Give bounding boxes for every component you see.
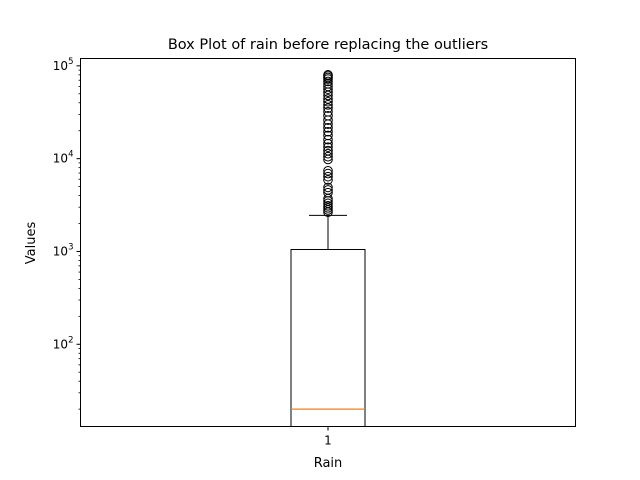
y-tick-label: 104 [53, 150, 74, 166]
y-tick-label: 105 [53, 57, 74, 73]
outlier-point [323, 84, 333, 95]
outlier-point [323, 123, 333, 133]
outlier-point [323, 175, 333, 185]
outlier-point [323, 142, 333, 152]
outlier-point [323, 103, 333, 113]
outlier-point [323, 130, 333, 141]
outlier-point [323, 100, 333, 110]
y-tick-label: 103 [53, 242, 74, 258]
outlier-point [323, 126, 333, 137]
chart-title: Box Plot of rain before replacing the ou… [168, 37, 488, 53]
box-series [290, 214, 366, 427]
outlier-point [323, 76, 333, 87]
outlier-point [323, 171, 333, 182]
outlier-point [323, 198, 333, 209]
x-axis: 1 [324, 426, 332, 448]
outlier-point [323, 201, 333, 211]
outlier-point [323, 165, 333, 176]
outlier-point [323, 168, 333, 179]
outlier-point [323, 145, 333, 156]
outlier-point [323, 106, 333, 117]
outlier-point [323, 187, 333, 198]
box-iqr [290, 248, 366, 427]
y-tick-label: 102 [53, 335, 74, 351]
x-axis-label: Rain [314, 456, 343, 471]
outlier-point [323, 70, 333, 80]
outlier-point [323, 110, 333, 121]
outlier-point [323, 134, 333, 145]
outlier-point [323, 96, 333, 107]
outlier-point [323, 148, 333, 159]
outlier-point [323, 151, 333, 162]
x-tick-label: 1 [324, 434, 332, 448]
outlier-point [323, 185, 333, 195]
outlier-points [323, 70, 333, 217]
outlier-point [323, 182, 333, 193]
outlier-point [323, 94, 333, 104]
y-axis-label: Values [24, 222, 39, 265]
y-axis: 102 103 104 105 [53, 57, 81, 410]
